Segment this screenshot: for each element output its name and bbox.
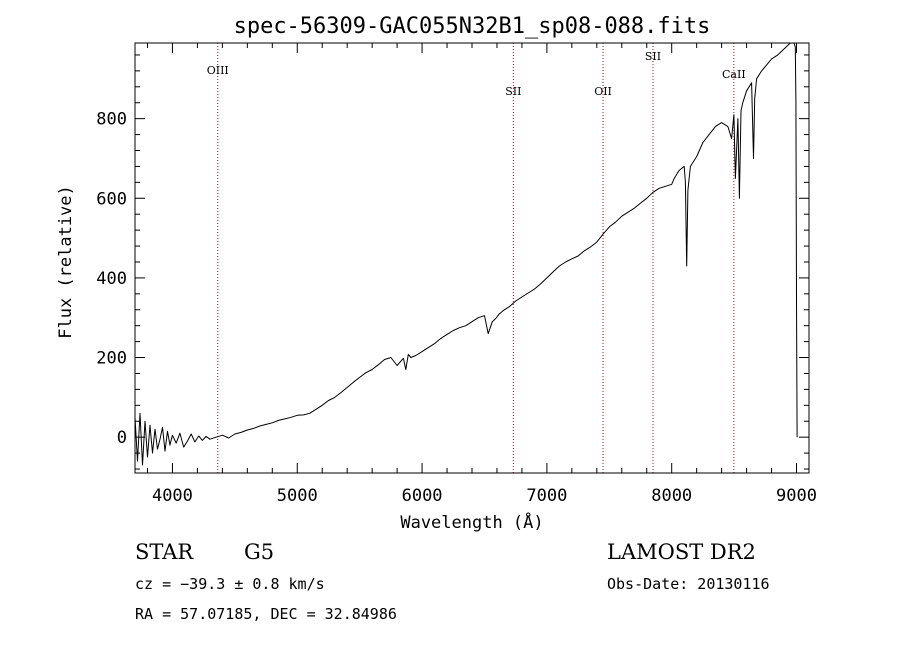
- subclass: G5: [244, 540, 274, 564]
- x-tick-label: 6000: [402, 486, 443, 506]
- x-axis-label: Wavelength (Å): [400, 511, 543, 533]
- chart-title: spec-56309-GAC055N32B1_sp08-088.fits: [234, 14, 711, 39]
- emission-line-label: CaII: [722, 68, 746, 81]
- x-tick-label: 9000: [776, 486, 817, 506]
- y-tick-label: 800: [96, 110, 127, 130]
- survey-name: LAMOST DR2: [607, 540, 756, 564]
- emission-line-label: OIII: [207, 64, 229, 77]
- obs-date: Obs-Date: 20130116: [607, 575, 770, 593]
- x-axis-ticks: 4000 5000 6000 7000 8000 9000: [146, 43, 817, 506]
- y-axis-ticks: 0 200 400 600 800: [96, 54, 809, 470]
- y-tick-label: 200: [96, 349, 127, 369]
- coordinates: RA = 57.07185, DEC = 32.84986: [135, 605, 397, 623]
- spectrum-series-line: [134, 42, 798, 466]
- emission-line-label: OII: [594, 85, 612, 98]
- y-tick-label: 0: [117, 428, 127, 448]
- redshift-text: cz = −39.3 ± 0.8 km/s: [135, 575, 325, 593]
- x-tick-label: 7000: [526, 486, 567, 506]
- x-tick-label: 4000: [152, 486, 193, 506]
- x-tick-label: 5000: [277, 486, 318, 506]
- y-tick-label: 600: [96, 189, 127, 209]
- x-tick-label: 8000: [651, 486, 692, 506]
- emission-line-label: SII: [505, 85, 521, 98]
- emission-line-label: SII: [645, 50, 661, 63]
- emission-line-markers: OIII SII OII SII CaII: [207, 43, 746, 473]
- y-tick-label: 400: [96, 269, 127, 289]
- object-type: STAR: [135, 540, 194, 564]
- y-axis-label: Flux (relative): [56, 185, 76, 339]
